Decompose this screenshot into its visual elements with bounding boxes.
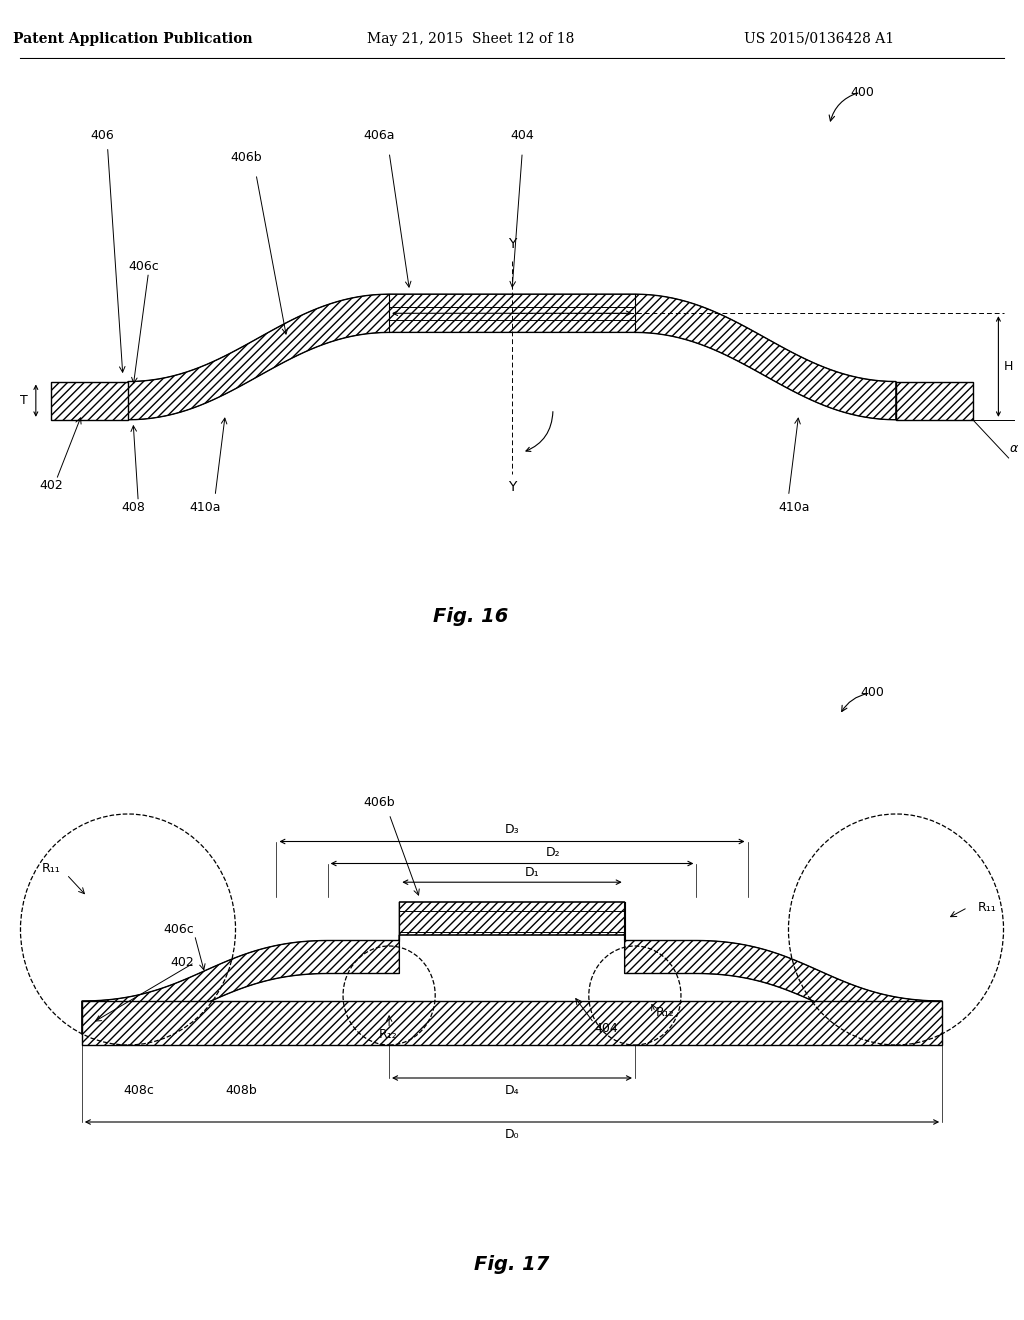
Polygon shape — [51, 381, 128, 420]
FancyArrowPatch shape — [526, 412, 553, 451]
Text: D₃: D₃ — [505, 822, 519, 836]
Text: T: T — [19, 395, 28, 407]
Text: $\alpha$: $\alpha$ — [1009, 442, 1019, 454]
Text: D₄: D₄ — [505, 1084, 519, 1097]
Text: 408b: 408b — [225, 1084, 257, 1097]
Text: Patent Application Publication: Patent Application Publication — [13, 32, 253, 46]
Polygon shape — [82, 1001, 942, 1045]
Text: May 21, 2015  Sheet 12 of 18: May 21, 2015 Sheet 12 of 18 — [368, 32, 574, 46]
Text: 406c: 406c — [164, 923, 195, 936]
Text: 408: 408 — [121, 500, 145, 513]
Text: R₁₁: R₁₁ — [978, 902, 996, 913]
Text: 406b: 406b — [364, 796, 394, 809]
Polygon shape — [82, 902, 942, 1034]
Text: 400: 400 — [850, 86, 873, 99]
Text: Y: Y — [508, 236, 516, 251]
Text: H: H — [1004, 360, 1013, 374]
Text: R₁₂: R₁₂ — [655, 1006, 674, 1019]
Text: 408c: 408c — [123, 1084, 154, 1097]
Text: Fig. 16: Fig. 16 — [433, 607, 509, 626]
Text: 400: 400 — [860, 686, 884, 700]
Text: 410a: 410a — [189, 500, 220, 513]
Text: US 2015/0136428 A1: US 2015/0136428 A1 — [744, 32, 894, 46]
Text: 404: 404 — [594, 1022, 617, 1035]
Text: R₁₂: R₁₂ — [379, 1027, 397, 1040]
Text: Y: Y — [508, 479, 516, 494]
Text: 406c: 406c — [128, 260, 159, 273]
Text: 402: 402 — [39, 479, 63, 492]
Text: 406a: 406a — [364, 129, 394, 143]
Polygon shape — [896, 381, 973, 420]
Text: 406: 406 — [90, 129, 115, 143]
Text: D₂: D₂ — [546, 846, 560, 859]
Text: R₁₁: R₁₁ — [42, 862, 60, 875]
Text: 402: 402 — [171, 956, 195, 969]
Text: 406b: 406b — [230, 152, 261, 164]
Text: D₁: D₁ — [525, 866, 540, 879]
Text: 404: 404 — [510, 129, 535, 143]
Text: Fig. 17: Fig. 17 — [474, 1255, 550, 1275]
Text: 410a: 410a — [778, 500, 810, 513]
Polygon shape — [128, 294, 896, 420]
Text: D₀: D₀ — [505, 1127, 519, 1140]
